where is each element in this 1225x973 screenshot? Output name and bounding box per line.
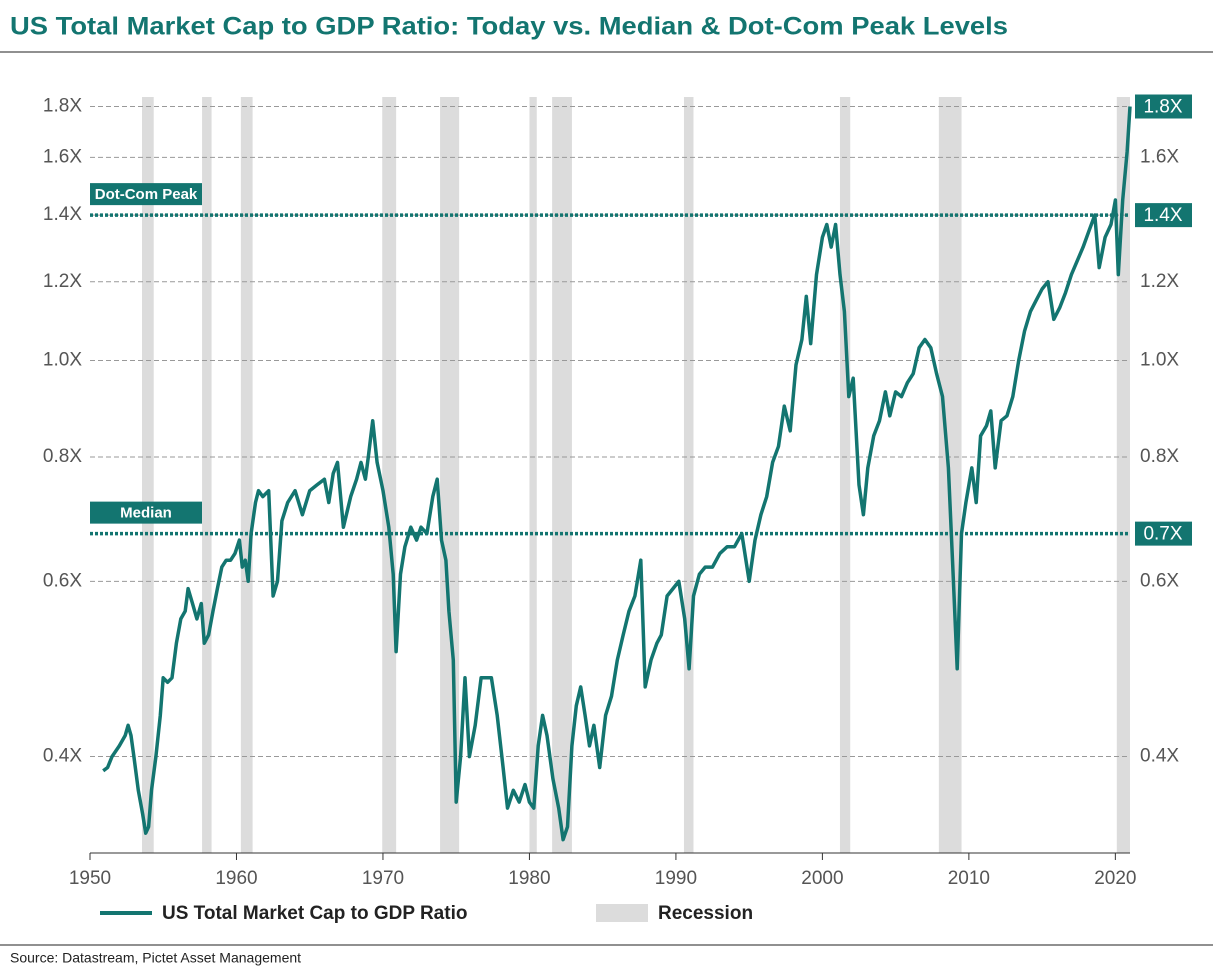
- source: Source: Datastream, Pictet Asset Managem…: [10, 950, 301, 966]
- legend-label: Recession: [658, 903, 753, 924]
- x-tick-label: 1990: [655, 868, 697, 889]
- recession-bands: [142, 97, 1130, 853]
- x-tick-label: 2000: [801, 868, 843, 889]
- y-tick-label: 1.8X: [43, 96, 82, 117]
- y-tick-label: 0.4X: [43, 746, 82, 767]
- recession-band: [240, 97, 253, 853]
- grid: [90, 105, 1130, 758]
- reference-name: Dot-Com Peak: [95, 186, 198, 203]
- y-tick-label: 0.8X: [43, 446, 82, 467]
- y2-tick-label: 0.6X: [1140, 570, 1179, 591]
- recession-band: [552, 97, 572, 853]
- recession-band: [839, 97, 851, 853]
- y2-tick-label: 1.2X: [1140, 271, 1179, 292]
- reference-value-box: [1135, 521, 1192, 546]
- end-value-box: [1135, 94, 1192, 119]
- end-value-label: 1.8X: [1143, 97, 1182, 118]
- recession-band: [683, 97, 694, 853]
- y2-tick-label: 0.8X: [1140, 446, 1179, 467]
- y2-tick-label: 0.4X: [1140, 746, 1179, 767]
- recession-band: [142, 97, 154, 853]
- reference-name: Median: [120, 505, 172, 522]
- legend-swatch: [596, 904, 648, 922]
- reference-value: 0.7X: [1143, 524, 1182, 545]
- y-tick-label: 1.2X: [43, 271, 82, 292]
- recession-band: [382, 97, 397, 853]
- y2-tick-label: 1.0X: [1140, 350, 1179, 371]
- x-tick-label: 1980: [508, 868, 550, 889]
- reference-value: 1.4X: [1143, 205, 1182, 226]
- reference-value-box: [1135, 203, 1192, 228]
- legend-label: US Total Market Cap to GDP Ratio: [162, 903, 467, 924]
- y-tick-label: 1.4X: [43, 204, 82, 225]
- reference-name-box: [90, 501, 202, 524]
- x-tick-label: 2020: [1094, 868, 1136, 889]
- y-tick-label: 1.6X: [43, 146, 82, 167]
- y2-tick-label: 1.6X: [1140, 146, 1179, 167]
- x-tick-label: 1960: [215, 868, 257, 889]
- data-line: [102, 106, 1132, 842]
- x-tick-label: 2010: [948, 868, 990, 889]
- plot: [90, 106, 1132, 842]
- reference-name-box: [90, 183, 202, 206]
- y-tick-label: 1.0X: [43, 350, 82, 371]
- recession-band: [202, 97, 212, 853]
- chart-title: US Total Market Cap to GDP Ratio: Today …: [10, 13, 1008, 41]
- x-tick-label: 1970: [362, 868, 404, 889]
- x-tick-label: 1950: [69, 868, 111, 889]
- recession-band: [529, 97, 537, 853]
- y-tick-label: 0.6X: [43, 570, 82, 591]
- recession-band: [1116, 97, 1130, 853]
